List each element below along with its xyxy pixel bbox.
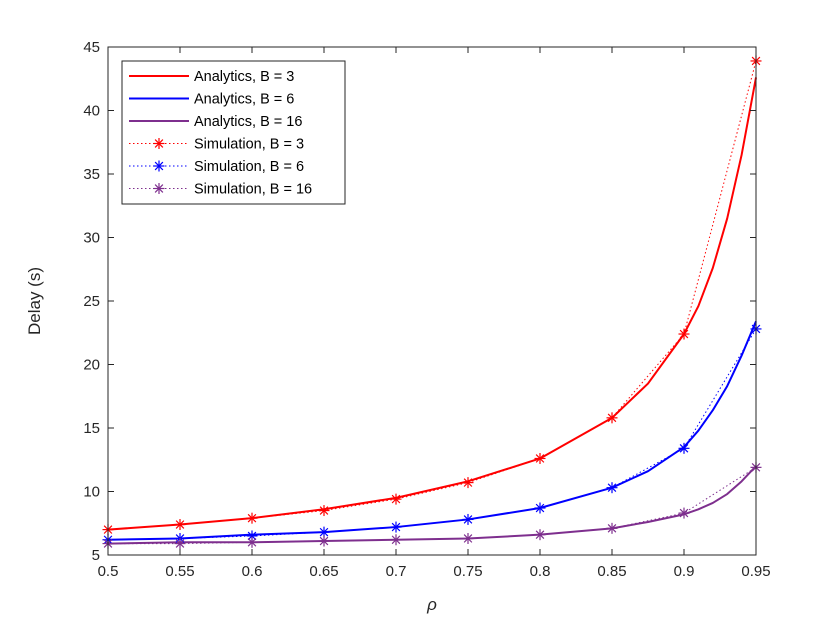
y-tick-label: 35 [83, 166, 100, 183]
legend-label-1: Analytics, B = 3 [194, 69, 294, 85]
series-6-marker [318, 535, 330, 547]
x-tick-label: 0.9 [674, 563, 695, 580]
x-tick-label: 0.75 [453, 563, 482, 580]
legend: Analytics, B = 3 Analytics, B = 6 Analytic… [121, 60, 346, 205]
legend-label-5: Simulation, B = 6 [194, 159, 304, 175]
x-tick-label: 0.55 [165, 563, 194, 580]
x-tick-label: 0.65 [309, 563, 338, 580]
x-tick-label: 0.8 [530, 563, 551, 580]
y-tick-label: 45 [83, 39, 100, 56]
y-tick-label: 30 [83, 230, 100, 247]
series-6-marker [246, 536, 258, 548]
series-5-marker [678, 442, 690, 454]
y-tick-label: 15 [83, 420, 100, 437]
series-line-6 [108, 466, 757, 545]
x-tick-label: 0.5 [98, 563, 119, 580]
y-tick-label: 5 [92, 547, 100, 564]
axes-layer: 0.5 0.55 0.6 0.65 0.7 0.75 0.8 0.85 0.9 0.95 5 10 15… [83, 39, 770, 580]
series-6-marker [390, 534, 402, 546]
series-6-marker [462, 532, 474, 544]
series-4-marker [390, 493, 402, 505]
series-5-marker [606, 482, 618, 494]
series-6-marker [174, 538, 186, 550]
series-6-marker [678, 507, 690, 519]
legend-marker-4 [153, 138, 165, 149]
legend-box [121, 60, 346, 205]
legend-marker-5 [153, 160, 165, 172]
x-axis-title: ρ [426, 595, 437, 614]
x-tick-label: 0.7 [386, 563, 407, 580]
y-axis-title: Delay (s) [25, 267, 44, 335]
series-4-marker [318, 505, 330, 517]
y-tick-label: 40 [83, 103, 100, 120]
y-tick-label: 20 [83, 357, 100, 374]
series-4-marker [534, 452, 546, 464]
series-5-marker [534, 502, 546, 514]
legend-marker-6 [153, 183, 165, 194]
series-4-marker [246, 512, 258, 524]
x-tick-label: 0.85 [597, 563, 626, 580]
series-5-marker [462, 513, 474, 525]
series-layer [102, 55, 762, 550]
y-tick-label: 10 [83, 484, 100, 501]
series-4-marker [174, 519, 186, 531]
series-4-marker [462, 477, 474, 489]
series-5-marker [390, 521, 402, 533]
series-5-marker [318, 526, 330, 538]
y-tick-label: 25 [83, 293, 100, 310]
series-4-marker [606, 412, 618, 424]
legend-label-2: Analytics, B = 6 [194, 92, 294, 108]
series-4-marker [678, 328, 690, 340]
legend-label-4: Simulation, B = 3 [194, 137, 304, 153]
series-6-marker [606, 522, 618, 534]
series-6-marker [534, 529, 546, 541]
x-tick-label: 0.6 [242, 563, 263, 580]
x-tick-label: 0.95 [741, 563, 770, 580]
legend-label-3: Analytics, B = 16 [194, 114, 302, 130]
series-line-5 [107, 328, 757, 541]
series-line-4 [107, 60, 757, 531]
legend-label-6: Simulation, B = 16 [194, 182, 312, 198]
